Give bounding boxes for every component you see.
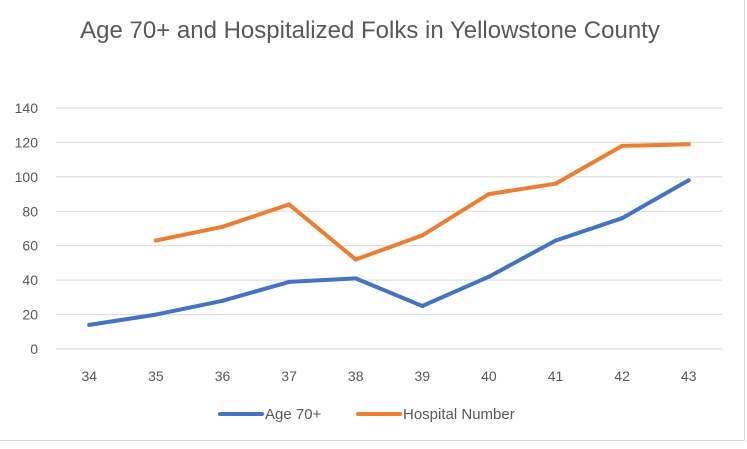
data-point (486, 192, 491, 197)
x-tick-label: 36 (215, 368, 231, 384)
x-axis-ticks: 34 35 36 37 38 39 40 41 42 43 (82, 368, 697, 384)
data-point (553, 181, 558, 186)
data-point (686, 178, 691, 183)
x-tick-label: 41 (548, 368, 564, 384)
data-point (220, 224, 225, 229)
y-tick-label: 40 (22, 272, 38, 288)
x-tick-label: 34 (82, 368, 98, 384)
y-tick-label: 80 (22, 203, 38, 219)
data-point (287, 279, 292, 284)
data-point (220, 298, 225, 303)
series-line-hospital-number (153, 142, 691, 262)
x-tick-label: 42 (614, 368, 630, 384)
chart-title: Age 70+ and Hospitalized Folks in Yellow… (80, 17, 660, 44)
legend-label: Age 70+ (265, 406, 322, 423)
y-tick-label: 120 (15, 134, 39, 150)
data-point (620, 143, 625, 148)
x-tick-label: 40 (481, 368, 497, 384)
data-point (620, 216, 625, 221)
y-axis-ticks: 0 20 40 60 80 100 120 140 (15, 100, 39, 357)
y-tick-label: 0 (30, 341, 38, 357)
data-point (153, 312, 158, 317)
x-tick-label: 39 (415, 368, 431, 384)
data-point (686, 142, 691, 147)
data-point (553, 238, 558, 243)
x-tick-label: 43 (681, 368, 697, 384)
data-point (87, 322, 92, 327)
data-point (353, 257, 358, 262)
y-tick-label: 60 (22, 238, 38, 254)
data-point (420, 303, 425, 308)
y-tick-label: 140 (15, 100, 39, 116)
y-tick-label: 20 (22, 307, 38, 323)
series-lines (87, 142, 691, 327)
chart-frame (0, 0, 745, 441)
gridlines (56, 107, 722, 350)
data-point (353, 276, 358, 281)
data-point (420, 233, 425, 238)
data-point (486, 274, 491, 279)
x-tick-label: 37 (281, 368, 297, 384)
legend-label: Hospital Number (403, 406, 515, 423)
data-point (287, 202, 292, 207)
legend: Age 70+ Hospital Number (218, 406, 515, 423)
x-tick-label: 38 (348, 368, 364, 384)
series-line-age-70-plus (87, 178, 691, 327)
data-point (153, 238, 158, 243)
x-tick-label: 35 (148, 368, 164, 384)
y-tick-label: 100 (15, 169, 39, 185)
